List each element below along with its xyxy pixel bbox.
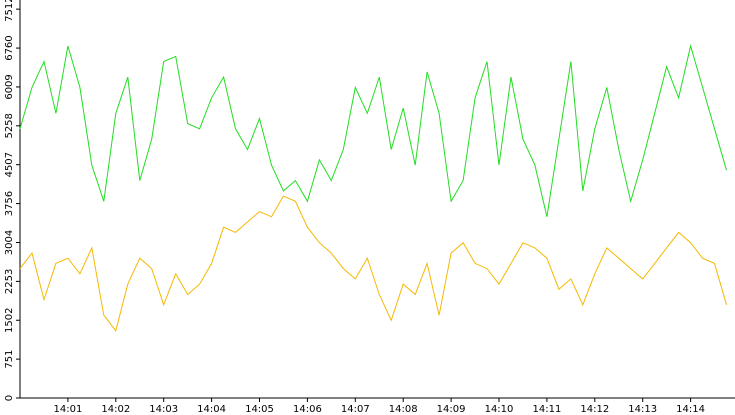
y-tick-label: 3756: [4, 191, 15, 216]
series-line: [19, 44, 727, 217]
x-tick-label: 14:03: [149, 404, 178, 415]
y-tick-label: 3004: [4, 230, 15, 255]
y-tick-label: 5258: [4, 113, 15, 138]
x-tick-label: 14:08: [389, 404, 418, 415]
x-tick-label: 14:11: [532, 404, 561, 415]
y-tick-label: 6009: [4, 74, 15, 99]
x-tick-label: 14:06: [293, 404, 322, 415]
x-tick-label: 14:13: [628, 404, 657, 415]
y-tick-label: 751: [4, 350, 15, 369]
y-tick-label: 7512: [4, 0, 15, 22]
x-tick-label: 14:10: [485, 404, 514, 415]
y-tick-label: 6760: [4, 35, 15, 60]
x-tick-label: 14:02: [101, 404, 130, 415]
y-tick-label: 2253: [4, 269, 15, 294]
x-tick-label: 14:09: [437, 404, 466, 415]
x-tick-label: 14:14: [676, 404, 705, 415]
x-tick-label: 14:12: [580, 404, 609, 415]
x-tick-label: 14:04: [197, 404, 226, 415]
x-tick-label: 14:05: [245, 404, 274, 415]
y-tick-label: 4507: [4, 152, 15, 177]
series-line: [19, 195, 727, 332]
x-tick-label: 14:01: [53, 404, 82, 415]
y-tick-label: 1502: [4, 308, 15, 333]
y-tick-label: 0: [4, 395, 15, 401]
x-tick-label: 14:07: [341, 404, 370, 415]
